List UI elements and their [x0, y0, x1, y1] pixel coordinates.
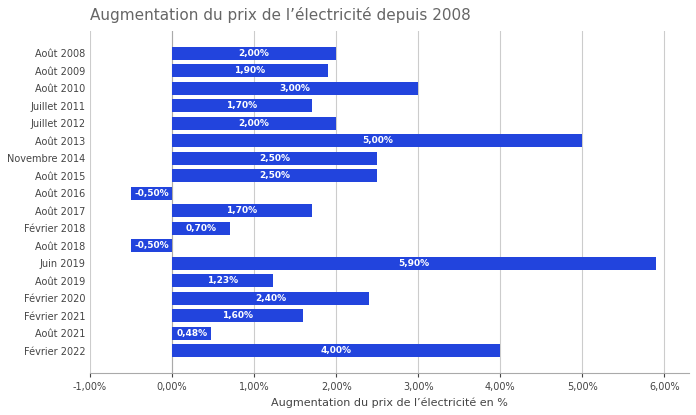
Text: 2,00%: 2,00% [239, 49, 269, 58]
Bar [172, 169, 377, 182]
Text: 1,70%: 1,70% [226, 206, 258, 215]
Bar [172, 204, 312, 217]
Text: 2,40%: 2,40% [255, 294, 286, 303]
Bar [172, 257, 656, 270]
Bar [131, 187, 172, 200]
Bar [172, 99, 312, 112]
Bar [172, 292, 369, 305]
Text: 2,00%: 2,00% [239, 119, 269, 128]
Bar [172, 117, 336, 130]
Bar [172, 151, 377, 165]
Bar [172, 344, 500, 357]
Bar [172, 274, 273, 287]
Text: 1,23%: 1,23% [207, 276, 238, 286]
Bar [172, 309, 303, 322]
Bar [131, 239, 172, 252]
Text: 2,50%: 2,50% [259, 154, 290, 163]
Bar [172, 327, 212, 340]
Text: 5,00%: 5,00% [362, 136, 393, 145]
Bar [172, 222, 230, 235]
Text: -0,50%: -0,50% [134, 189, 169, 198]
Bar [172, 46, 336, 60]
Text: -0,50%: -0,50% [134, 241, 169, 250]
Text: 1,90%: 1,90% [235, 66, 266, 75]
Text: Augmentation du prix de l’électricité depuis 2008: Augmentation du prix de l’électricité de… [90, 7, 470, 23]
X-axis label: Augmentation du prix de l’électricité en %: Augmentation du prix de l’électricité en… [271, 398, 508, 408]
Text: 1,70%: 1,70% [226, 101, 258, 110]
Text: 3,00%: 3,00% [280, 84, 310, 93]
Bar [172, 64, 328, 77]
Text: 0,70%: 0,70% [185, 224, 216, 233]
Text: 1,60%: 1,60% [222, 311, 253, 320]
Text: 2,50%: 2,50% [259, 171, 290, 180]
Bar [172, 134, 583, 147]
Bar [172, 82, 418, 95]
Text: 5,90%: 5,90% [399, 259, 429, 268]
Text: 0,48%: 0,48% [176, 329, 207, 338]
Text: 4,00%: 4,00% [321, 347, 351, 355]
